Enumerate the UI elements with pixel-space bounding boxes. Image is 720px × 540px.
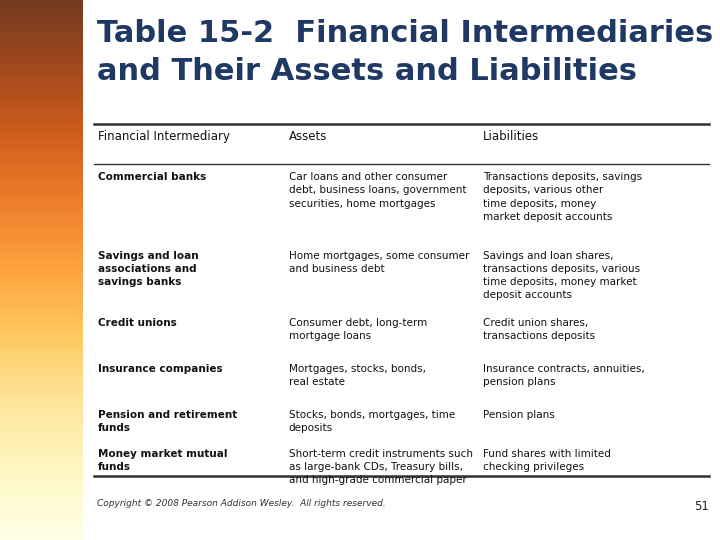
Text: Commercial banks: Commercial banks — [98, 172, 206, 183]
Text: Home mortgages, some consumer
and business debt: Home mortgages, some consumer and busine… — [289, 251, 469, 274]
Text: Consumer debt, long-term
mortgage loans: Consumer debt, long-term mortgage loans — [289, 318, 427, 341]
Text: Car loans and other consumer
debt, business loans, government
securities, home m: Car loans and other consumer debt, busin… — [289, 172, 467, 208]
Text: 51: 51 — [694, 500, 709, 512]
Text: Pension and retirement
funds: Pension and retirement funds — [98, 410, 237, 433]
Text: Insurance contracts, annuities,
pension plans: Insurance contracts, annuities, pension … — [483, 364, 645, 387]
Text: Credit unions: Credit unions — [98, 318, 176, 328]
Text: Transactions deposits, savings
deposits, various other
time deposits, money
mark: Transactions deposits, savings deposits,… — [483, 172, 642, 222]
Text: Fund shares with limited
checking privileges: Fund shares with limited checking privil… — [483, 449, 611, 472]
Text: Credit union shares,
transactions deposits: Credit union shares, transactions deposi… — [483, 318, 595, 341]
Text: Savings and loan shares,
transactions deposits, various
time deposits, money mar: Savings and loan shares, transactions de… — [483, 251, 640, 300]
Text: Savings and loan
associations and
savings banks: Savings and loan associations and saving… — [98, 251, 199, 287]
Text: Copyright © 2008 Pearson Addison Wesley.  All rights reserved.: Copyright © 2008 Pearson Addison Wesley.… — [97, 500, 386, 509]
Text: Pension plans: Pension plans — [483, 410, 555, 420]
Text: Money market mutual
funds: Money market mutual funds — [98, 449, 228, 472]
Text: Financial Intermediary: Financial Intermediary — [98, 130, 230, 143]
Text: Short-term credit instruments such
as large-bank CDs, Treasury bills,
and high-g: Short-term credit instruments such as la… — [289, 449, 473, 485]
Text: Liabilities: Liabilities — [483, 130, 539, 143]
Text: and Their Assets and Liabilities: and Their Assets and Liabilities — [97, 57, 637, 86]
Text: Insurance companies: Insurance companies — [98, 364, 222, 374]
Text: Stocks, bonds, mortgages, time
deposits: Stocks, bonds, mortgages, time deposits — [289, 410, 455, 433]
Text: Table 15-2  Financial Intermediaries: Table 15-2 Financial Intermediaries — [97, 19, 714, 48]
Text: Assets: Assets — [289, 130, 327, 143]
Text: Mortgages, stocks, bonds,
real estate: Mortgages, stocks, bonds, real estate — [289, 364, 426, 387]
